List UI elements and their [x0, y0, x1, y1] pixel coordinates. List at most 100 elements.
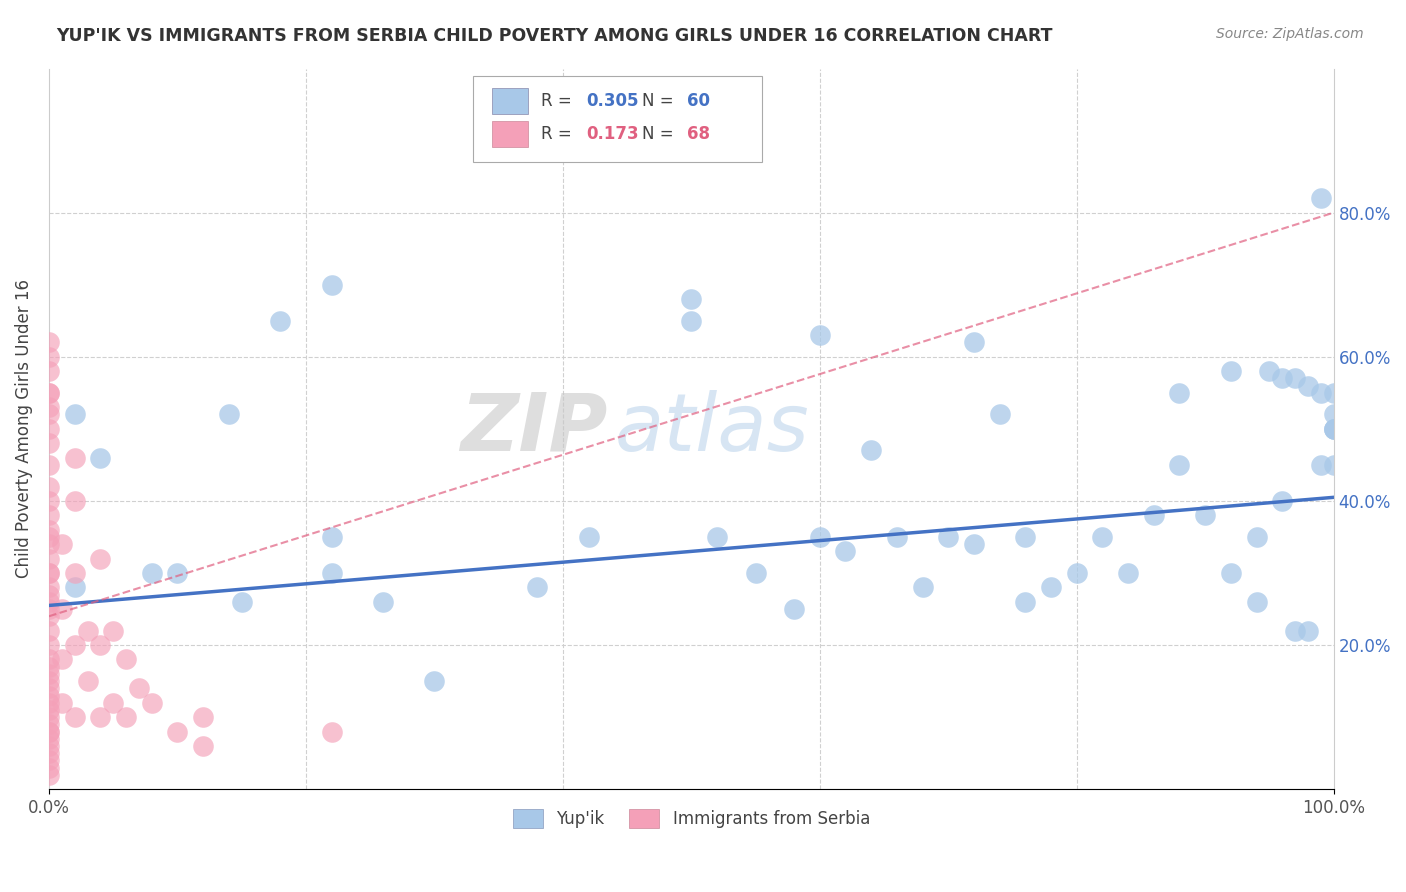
- Text: 68: 68: [688, 125, 710, 143]
- Point: [1194, 508, 1216, 523]
- Point: [1296, 624, 1319, 638]
- Point: [1091, 530, 1114, 544]
- Point: [371, 595, 394, 609]
- Point: [269, 314, 291, 328]
- Point: [76, 624, 98, 638]
- Point: [1258, 364, 1281, 378]
- Point: [63, 494, 86, 508]
- Point: [38, 595, 60, 609]
- Point: [1323, 422, 1346, 436]
- Point: [1219, 566, 1241, 580]
- Point: [38, 602, 60, 616]
- Point: [38, 566, 60, 580]
- Point: [1168, 458, 1191, 472]
- Point: [38, 494, 60, 508]
- Point: [51, 696, 73, 710]
- Point: [166, 724, 188, 739]
- Point: [38, 724, 60, 739]
- Point: [38, 350, 60, 364]
- Point: [38, 523, 60, 537]
- Point: [38, 638, 60, 652]
- Point: [63, 710, 86, 724]
- Point: [38, 436, 60, 450]
- Point: [1219, 364, 1241, 378]
- Text: 0.173: 0.173: [586, 125, 638, 143]
- Point: [38, 761, 60, 775]
- Point: [38, 479, 60, 493]
- Point: [321, 566, 343, 580]
- Point: [38, 724, 60, 739]
- Point: [38, 401, 60, 415]
- Point: [526, 581, 548, 595]
- Point: [911, 581, 934, 595]
- Point: [166, 566, 188, 580]
- Point: [51, 602, 73, 616]
- Point: [1323, 385, 1346, 400]
- Point: [1284, 371, 1306, 385]
- Point: [141, 566, 163, 580]
- Text: 60: 60: [688, 92, 710, 110]
- Point: [321, 724, 343, 739]
- Point: [89, 551, 111, 566]
- Point: [38, 768, 60, 782]
- Point: [38, 746, 60, 760]
- Text: 0.305: 0.305: [586, 92, 638, 110]
- Point: [89, 710, 111, 724]
- Point: [191, 739, 214, 753]
- Point: [1323, 408, 1346, 422]
- Point: [38, 408, 60, 422]
- Point: [936, 530, 959, 544]
- Point: [1323, 422, 1346, 436]
- Point: [38, 581, 60, 595]
- Point: [103, 624, 125, 638]
- Point: [963, 335, 986, 350]
- Y-axis label: Child Poverty Among Girls Under 16: Child Poverty Among Girls Under 16: [15, 279, 32, 578]
- Point: [38, 609, 60, 624]
- Point: [38, 530, 60, 544]
- Legend: Yup'ik, Immigrants from Serbia: Yup'ik, Immigrants from Serbia: [506, 803, 876, 835]
- Point: [1014, 530, 1036, 544]
- Point: [681, 314, 703, 328]
- Point: [115, 652, 138, 666]
- Point: [38, 717, 60, 731]
- Point: [38, 385, 60, 400]
- Point: [1271, 494, 1294, 508]
- Point: [89, 450, 111, 465]
- Point: [808, 328, 831, 343]
- Point: [115, 710, 138, 724]
- Point: [1309, 458, 1331, 472]
- Point: [963, 537, 986, 551]
- Point: [63, 408, 86, 422]
- Point: [63, 638, 86, 652]
- Point: [1246, 530, 1268, 544]
- Text: R =: R =: [541, 125, 582, 143]
- Text: atlas: atlas: [614, 390, 808, 468]
- Point: [38, 696, 60, 710]
- Point: [1271, 371, 1294, 385]
- Text: ZIP: ZIP: [460, 390, 607, 468]
- Point: [1116, 566, 1139, 580]
- Point: [681, 292, 703, 306]
- Point: [38, 335, 60, 350]
- FancyBboxPatch shape: [492, 88, 529, 114]
- Point: [38, 674, 60, 689]
- Text: Source: ZipAtlas.com: Source: ZipAtlas.com: [1216, 27, 1364, 41]
- Point: [38, 458, 60, 472]
- Point: [321, 277, 343, 292]
- Point: [706, 530, 728, 544]
- Point: [89, 638, 111, 652]
- Point: [783, 602, 806, 616]
- Point: [141, 696, 163, 710]
- Point: [38, 537, 60, 551]
- Point: [63, 566, 86, 580]
- Point: [38, 681, 60, 696]
- Point: [38, 551, 60, 566]
- Point: [128, 681, 150, 696]
- Point: [1309, 385, 1331, 400]
- Point: [834, 544, 856, 558]
- Point: [1143, 508, 1166, 523]
- Point: [988, 408, 1011, 422]
- Point: [808, 530, 831, 544]
- Point: [103, 696, 125, 710]
- Point: [1296, 378, 1319, 392]
